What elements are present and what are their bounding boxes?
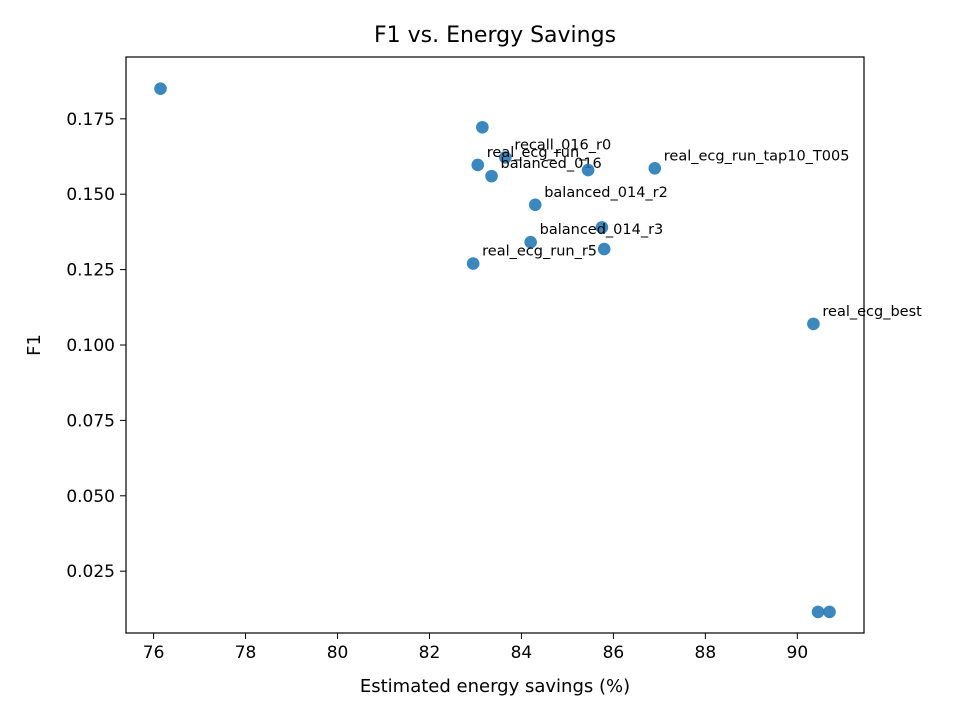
y-axis: 0.025 0.050 0.075 0.100 0.125 0.150 0.175 bbox=[66, 110, 126, 582]
y-tick-label: 0.075 bbox=[66, 411, 115, 431]
point-annotation: balanced_016 bbox=[501, 156, 602, 172]
data-point bbox=[811, 605, 825, 619]
x-tick-label: 88 bbox=[695, 643, 717, 663]
data-point bbox=[528, 198, 542, 212]
data-point bbox=[595, 221, 609, 234]
x-tick-label: 90 bbox=[787, 643, 809, 663]
data-point bbox=[499, 151, 512, 164]
data-point bbox=[485, 169, 498, 183]
point-annotation: real_ecg_run_tap10_T005 bbox=[664, 148, 850, 164]
y-tick-label: 0.175 bbox=[66, 110, 115, 130]
point-annotation: balanced_014_r2 bbox=[544, 185, 668, 201]
x-tick-label: 78 bbox=[235, 643, 257, 663]
data-point bbox=[648, 161, 662, 175]
point-annotation: recall_016_r0 bbox=[514, 137, 611, 153]
data-point bbox=[466, 257, 480, 270]
y-tick-label: 0.050 bbox=[66, 487, 115, 507]
data-point bbox=[154, 82, 167, 95]
data-point bbox=[807, 317, 820, 331]
plot-frame bbox=[125, 56, 865, 634]
x-tick-label: 76 bbox=[143, 643, 165, 663]
data-point bbox=[476, 120, 489, 134]
x-tick-label: 82 bbox=[419, 643, 441, 663]
y-tick-label: 0.025 bbox=[66, 562, 115, 582]
data-point bbox=[597, 242, 611, 256]
point-annotation: real_ecg_run_r5 bbox=[482, 244, 597, 260]
point-annotation: real_ecg_best bbox=[822, 304, 922, 320]
point-annotation: balanced_014_r3 bbox=[540, 222, 664, 238]
x-axis-label: Estimated energy savings (%) bbox=[360, 676, 630, 697]
x-axis: 76 78 80 82 84 86 88 90 bbox=[143, 633, 808, 663]
y-tick-label: 0.150 bbox=[66, 185, 115, 205]
data-point bbox=[823, 605, 836, 619]
chart-title: F1 vs. Energy Savings bbox=[374, 23, 616, 48]
y-axis-label: F1 bbox=[24, 334, 45, 356]
data-point bbox=[471, 158, 485, 172]
data-point bbox=[524, 235, 537, 249]
point-annotation: real_ecg_run_ bbox=[487, 145, 587, 161]
data-point bbox=[581, 163, 595, 177]
y-tick-label: 0.100 bbox=[66, 336, 115, 356]
y-tick-label: 0.125 bbox=[66, 261, 115, 281]
x-tick-label: 84 bbox=[511, 643, 533, 663]
x-tick-label: 80 bbox=[327, 643, 349, 663]
x-tick-label: 86 bbox=[603, 643, 625, 663]
